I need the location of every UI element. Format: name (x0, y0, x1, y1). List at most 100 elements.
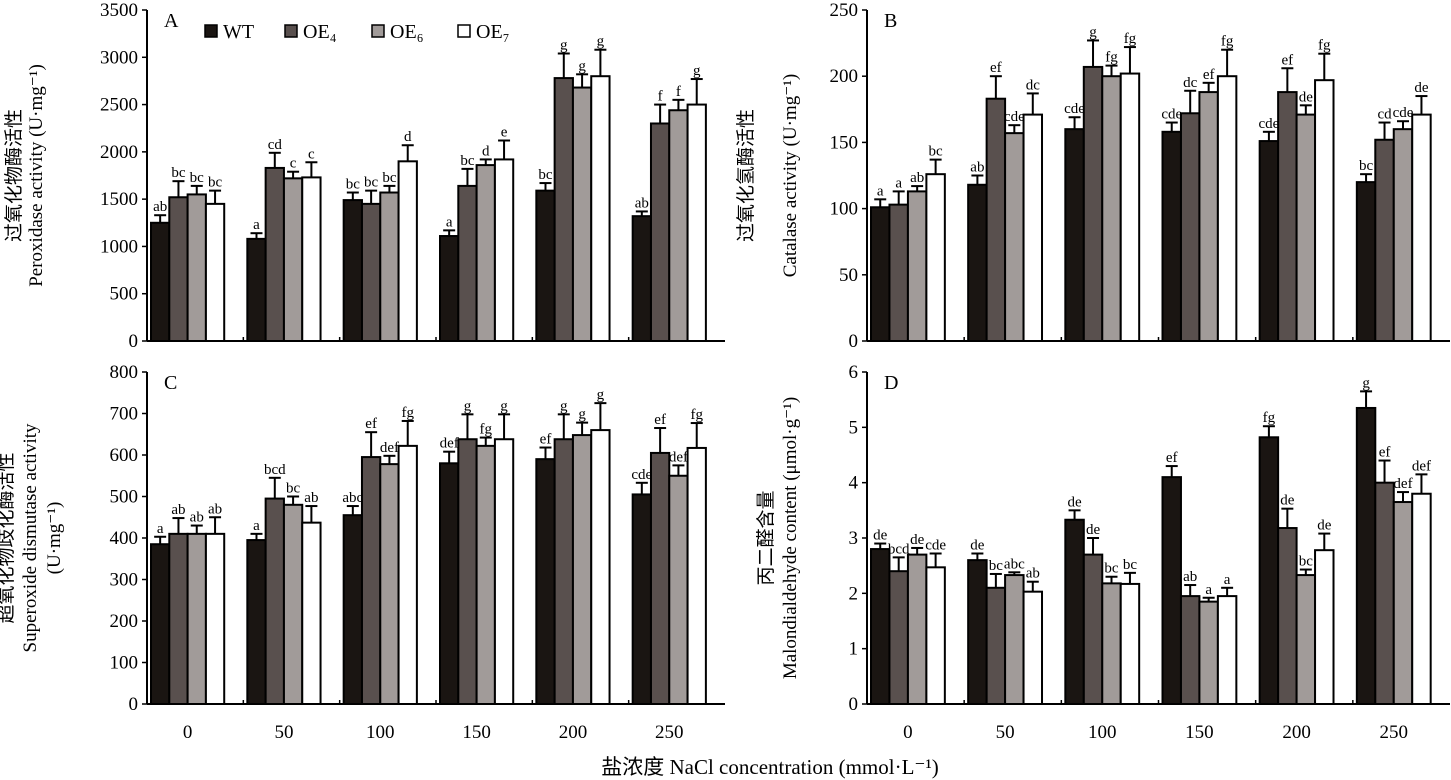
bar-oe₇ (1314, 79, 1335, 342)
y-tick-label: 3 (849, 528, 859, 549)
significance-letter: a (895, 175, 902, 191)
significance-letter: bcd (888, 541, 910, 557)
bar-oe₆ (668, 474, 689, 705)
y-axis-label: 过氧化氢酶活性 (735, 109, 757, 242)
y-axis-label: Malondialdehyde content (μmol·g⁻¹) (780, 397, 801, 679)
bar-wt (1355, 406, 1377, 705)
bar-oe₇ (1216, 595, 1238, 705)
significance-letter: ab (970, 160, 984, 176)
bar-oe₇ (590, 75, 611, 342)
y-tick-label: 300 (110, 570, 139, 591)
significance-letter: ef (540, 432, 552, 448)
significance-letter: ef (1379, 445, 1391, 461)
significance-letter: g (464, 398, 472, 414)
significance-letter: a (253, 518, 260, 534)
bar-oe₆ (1198, 91, 1219, 342)
y-tick-label: 800 (110, 362, 139, 383)
significance-letter: c (290, 156, 297, 172)
legend-swatch (284, 24, 298, 38)
bar-oe₄ (1082, 553, 1104, 705)
significance-letter: fg (401, 405, 414, 421)
significance-letter: g (578, 407, 586, 423)
x-tick-label: 0 (183, 722, 193, 743)
bar-wt (150, 543, 171, 705)
bar-oe₆ (1004, 574, 1025, 705)
y-tick-label: 100 (830, 199, 859, 220)
bar-oe₇ (204, 532, 226, 705)
x-tick-label: 200 (559, 722, 588, 743)
bar-wt (246, 237, 267, 342)
y-axis-label: 超氧化物歧化酶活性 (0, 452, 17, 623)
significance-letter: bc (1359, 158, 1374, 174)
x-tick-label: 150 (1185, 722, 1214, 743)
legend-label: WT (223, 21, 254, 43)
significance-letter: bc (1104, 561, 1119, 577)
significance-letter: bc (171, 165, 186, 181)
x-axis-title: 盐浓度 NaCl concentration (mmol·L⁻¹) (601, 755, 939, 779)
significance-letter: f (676, 84, 681, 100)
panel-B: 0 50 100 150 200 250 B 过氧化氢酶活性 Catalase activity… (735, 0, 1450, 352)
y-tick-label: 500 (110, 284, 139, 305)
significance-letter: cde (1393, 105, 1414, 121)
bar-oe₇ (686, 103, 707, 342)
bar-wt (439, 235, 460, 342)
bar-oe₇ (397, 444, 418, 705)
y-axis-label: Catalase activity (U·mg⁻¹) (780, 74, 801, 278)
y-axis-label: Superoxide dismutase activity (20, 423, 41, 653)
significance-letter: dc (1183, 75, 1198, 91)
significance-letter: e (501, 125, 508, 141)
significance-letter: bc (364, 175, 379, 191)
significance-letter: cde (925, 537, 946, 553)
bar-wt (439, 462, 460, 705)
bar-oe₇ (1314, 549, 1335, 705)
bar-oe₆ (1004, 132, 1025, 342)
bar-wt (870, 548, 891, 705)
bar-wt (870, 206, 891, 342)
y-tick-label: 6 (849, 362, 859, 383)
bar-oe₇ (590, 429, 611, 705)
bar-oe₇ (1022, 590, 1044, 706)
significance-letter: cde (1004, 109, 1025, 125)
x-tick-label: 50 (274, 722, 293, 743)
legend-swatch (204, 24, 218, 38)
legend-label: OE₄ (303, 21, 337, 43)
significance-letter: g (1089, 24, 1097, 40)
bar-wt (1064, 518, 1085, 705)
bar-oe₆ (668, 109, 689, 342)
significance-letter: ef (1282, 52, 1294, 68)
bar-oe₄ (168, 196, 189, 342)
bar-oe₆ (1101, 75, 1122, 342)
y-tick-label: 400 (110, 528, 139, 549)
bar-oe₄ (1179, 112, 1201, 342)
bar-oe₄ (985, 97, 1007, 343)
significance-letter: d (482, 143, 490, 159)
bar-oe₇ (493, 438, 515, 705)
bar-wt (1064, 128, 1085, 342)
y-tick-label: 3000 (100, 47, 138, 68)
bar-oe₄ (985, 586, 1007, 705)
significance-letter: ef (365, 416, 377, 432)
bar-oe₄ (649, 122, 671, 342)
x-tick-label: 50 (996, 722, 1015, 743)
bar-oe₇ (1411, 113, 1432, 343)
bar-oe₇ (397, 160, 418, 342)
significance-letter: de (1280, 493, 1295, 509)
bar-oe₆ (571, 434, 593, 705)
bar-oe₆ (379, 191, 400, 342)
significance-letter: def (669, 449, 688, 465)
bar-oe₄ (360, 202, 382, 342)
significance-letter: a (1205, 582, 1212, 598)
bar-oe₆ (1295, 113, 1317, 343)
y-tick-label: 0 (849, 694, 859, 715)
significance-letter: bc (208, 175, 223, 191)
significance-letter: fg (690, 407, 703, 423)
y-axis-label: (U·mg⁻¹) (44, 502, 65, 575)
significance-letter: de (1299, 89, 1314, 105)
significance-letter: bc (989, 558, 1004, 574)
significance-letter: g (693, 63, 701, 79)
panel-label: C (164, 372, 177, 394)
significance-letter: def (440, 436, 459, 452)
significance-letter: bc (346, 177, 361, 193)
